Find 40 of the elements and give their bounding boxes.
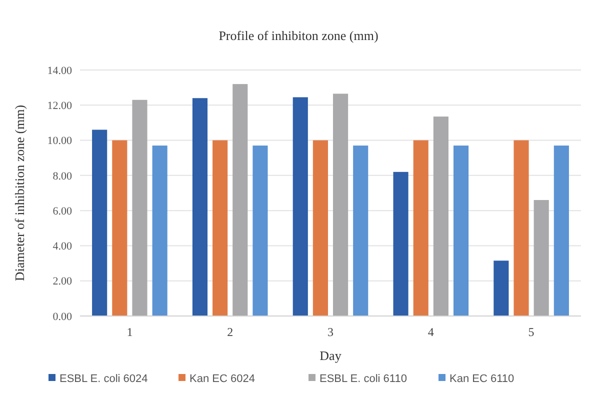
x-tick-label: 3 — [328, 325, 334, 339]
bar — [393, 172, 408, 316]
bar — [534, 200, 549, 316]
bar — [353, 146, 368, 316]
chart-title: Profile of inhibiton zone (mm) — [218, 28, 378, 43]
x-tick-label: 2 — [227, 325, 234, 339]
y-tick-label: 2.00 — [52, 276, 72, 288]
bar — [494, 260, 509, 316]
y-tick-label: 4.00 — [52, 240, 72, 253]
bar — [232, 84, 248, 316]
y-tick-label: 0.00 — [52, 310, 72, 323]
bar — [554, 146, 569, 316]
x-axis-title: Day — [320, 348, 342, 363]
bar — [413, 140, 428, 316]
bar — [312, 140, 328, 316]
y-axis-title: Diameter of inhibition zone (mm) — [12, 104, 27, 282]
legend-label: Kan EC 6024 — [190, 372, 255, 385]
x-tick-label: 5 — [528, 325, 534, 339]
y-tick-label: 8.00 — [52, 170, 72, 182]
bar — [333, 94, 348, 316]
legend-label: ESBL E. coli 6024 — [60, 372, 148, 385]
bar — [152, 146, 168, 316]
bar — [112, 140, 128, 316]
y-tick-label: 14.00 — [47, 64, 72, 77]
x-tick-label: 4 — [428, 325, 434, 339]
y-tick-label: 10.00 — [47, 135, 72, 148]
bar — [252, 146, 268, 316]
bar — [292, 97, 308, 316]
y-tick-label: 12.00 — [47, 100, 72, 112]
bar — [212, 140, 228, 316]
y-tick-label: 6.00 — [52, 205, 72, 218]
bar — [92, 130, 108, 316]
bar — [433, 116, 448, 316]
legend-label: Kan EC 6110 — [450, 372, 514, 385]
bar — [192, 98, 208, 316]
x-tick-label: 1 — [126, 325, 133, 339]
bar — [514, 140, 529, 316]
bar — [132, 100, 148, 316]
bar — [453, 146, 469, 316]
legend-label: ESBL E. coli 6110 — [320, 372, 407, 385]
